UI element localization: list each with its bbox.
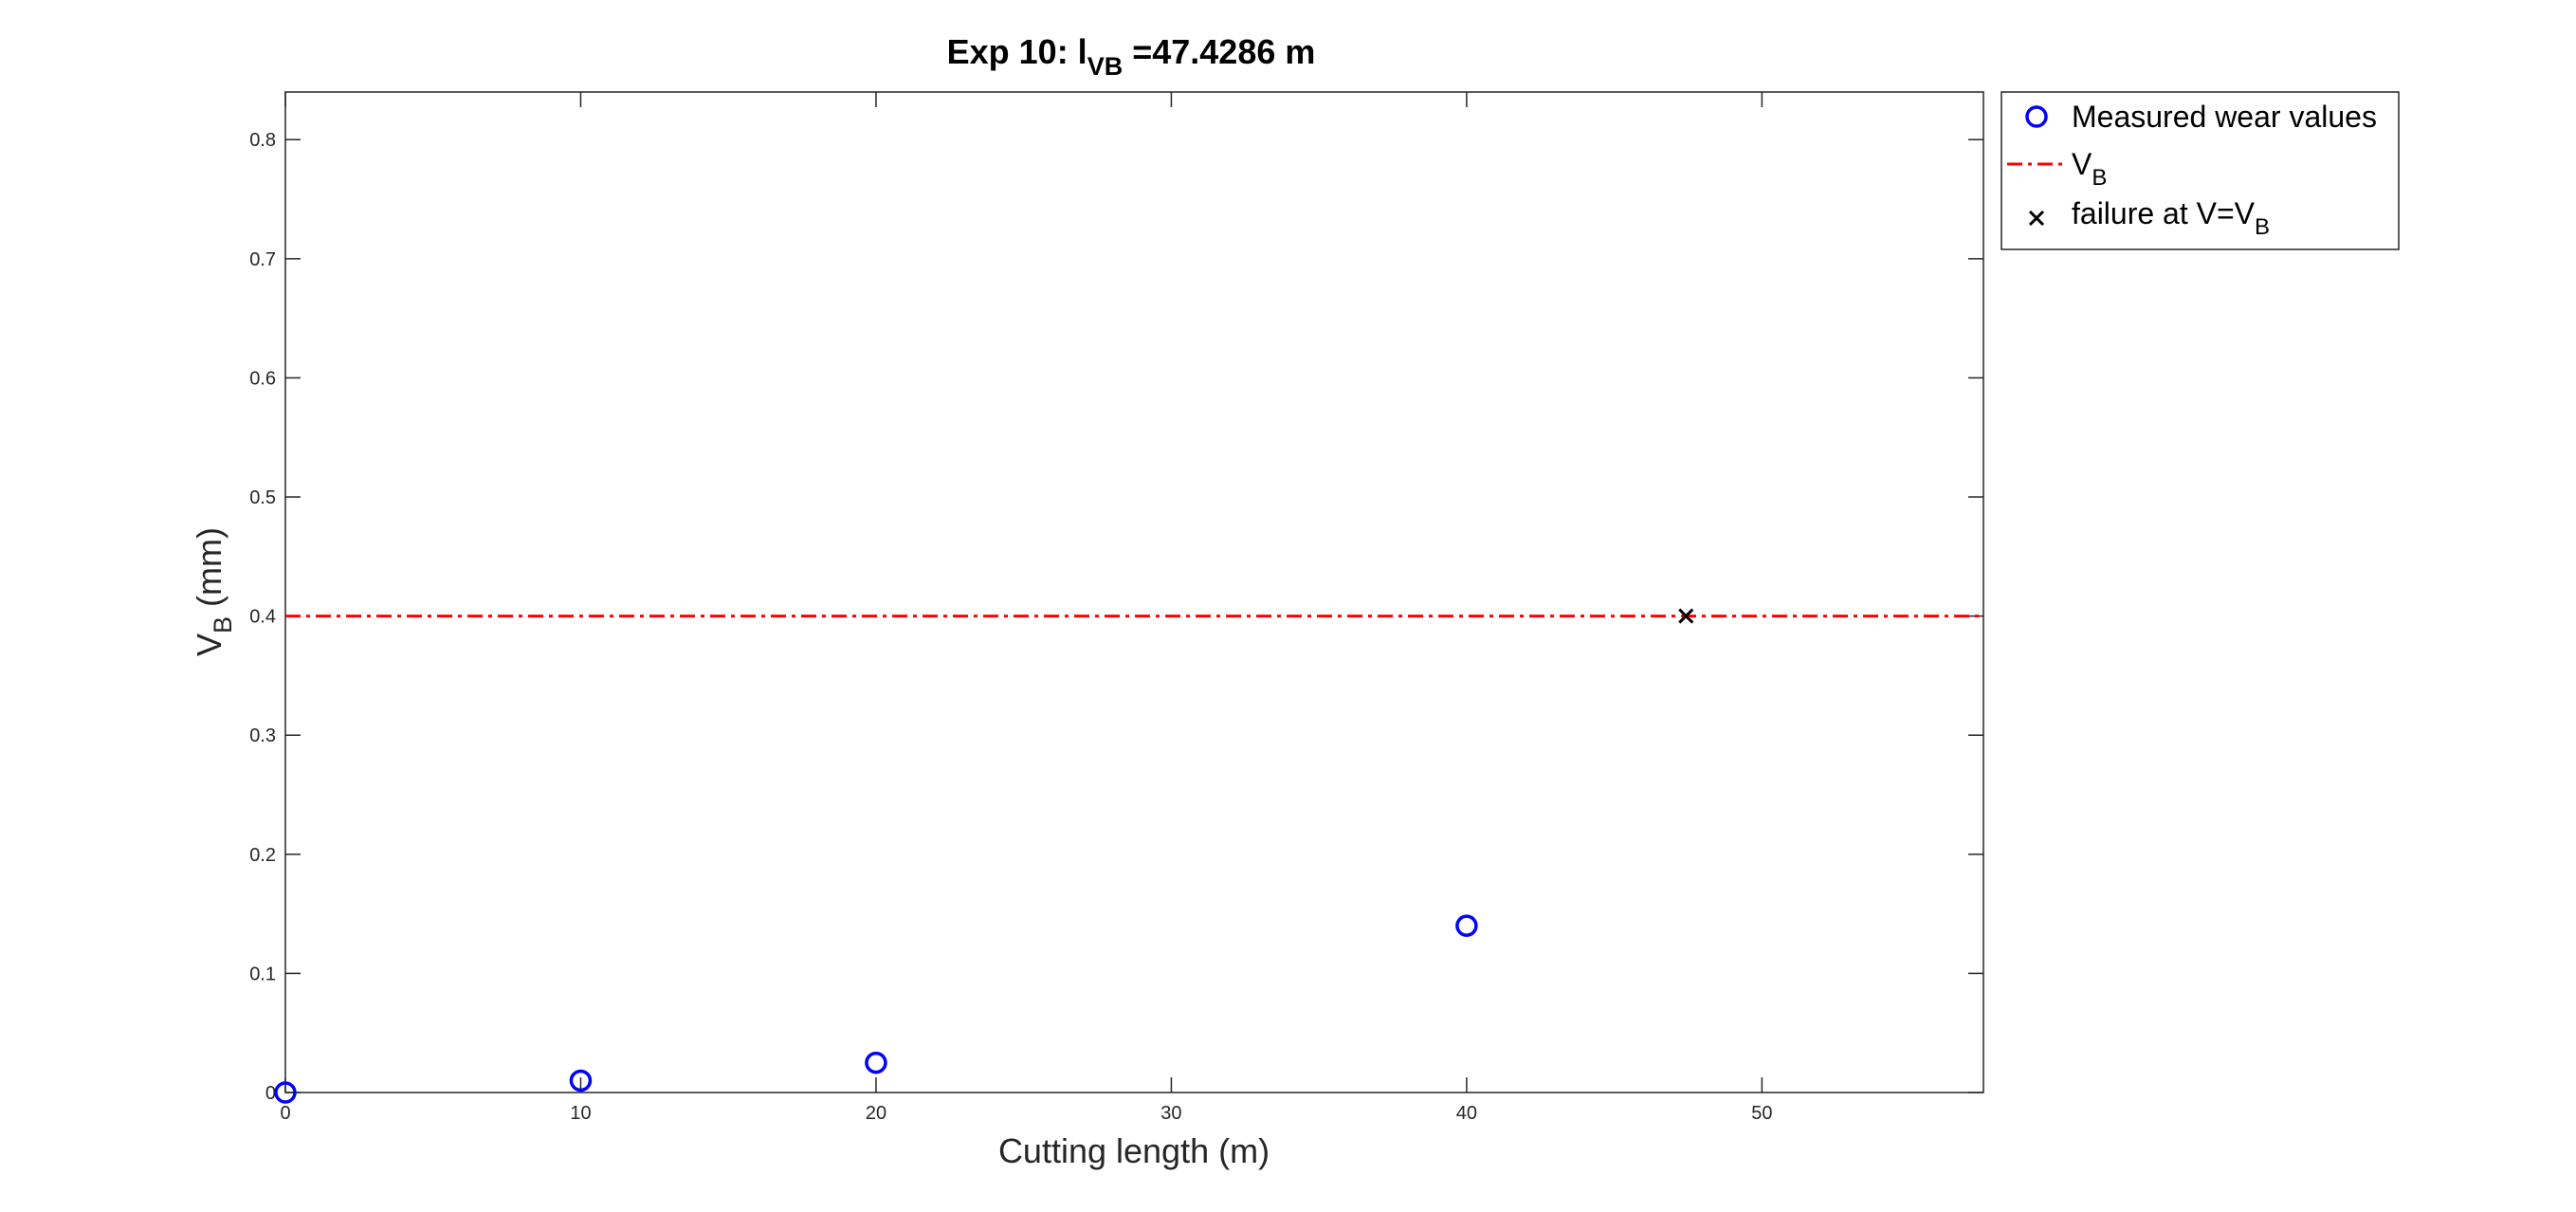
y-axis-label-subscript: B bbox=[209, 616, 237, 634]
y-axis-ticks: 0 0.1 0.2 0.3 0.4 0.5 0.6 0.7 0.8 bbox=[249, 130, 1983, 1104]
x-tick-label: 50 bbox=[1751, 1103, 1772, 1124]
x-tick-label: 40 bbox=[1456, 1103, 1477, 1124]
legend-marker-measured bbox=[2025, 105, 2048, 128]
measured-wear-point bbox=[1455, 914, 1478, 937]
legend-label-vb: VB bbox=[2072, 147, 2107, 191]
x-tick-label: 0 bbox=[280, 1103, 290, 1124]
chart-title: Exp 10: lVB =47.4286 m bbox=[947, 32, 1316, 81]
legend-label-vb-subscript: B bbox=[2092, 165, 2107, 191]
y-tick-label: 0.2 bbox=[249, 845, 276, 866]
measured-wear-point bbox=[569, 1069, 593, 1093]
measured-wear-point bbox=[865, 1051, 887, 1074]
legend-label-measured: Measured wear values bbox=[2072, 100, 2377, 134]
x-axis-label: Cutting length (m) bbox=[998, 1131, 1270, 1170]
y-axis-label-suffix: (mm) bbox=[190, 527, 228, 616]
x-axis-ticks: 0 10 20 30 40 50 bbox=[280, 92, 1773, 1124]
measured-wear-point bbox=[274, 1081, 297, 1104]
chart-title-prefix: Exp 10: l bbox=[947, 32, 1087, 71]
legend-box bbox=[2001, 91, 2400, 250]
y-axis-label-main: V bbox=[190, 634, 228, 656]
x-tick-label: 10 bbox=[570, 1103, 591, 1124]
y-tick-label: 0.3 bbox=[249, 725, 276, 746]
chart-title-subscript: VB bbox=[1087, 52, 1124, 81]
chart-marks bbox=[274, 608, 1983, 1104]
y-tick-label: 0.7 bbox=[249, 249, 276, 270]
y-tick-label: 0.4 bbox=[249, 607, 276, 628]
plot-area bbox=[284, 91, 1984, 1093]
legend-marker-failure bbox=[2028, 210, 2045, 227]
y-tick-label: 0.6 bbox=[249, 368, 276, 389]
x-tick-label: 30 bbox=[1160, 1103, 1181, 1124]
y-tick-label: 0.5 bbox=[249, 487, 276, 508]
legend: Measured wear values VB failure at V=VB bbox=[2001, 91, 2400, 250]
y-tick-label: 0 bbox=[265, 1083, 276, 1104]
chart-title-suffix: =47.4286 m bbox=[1123, 32, 1315, 71]
x-tick-label: 20 bbox=[866, 1103, 886, 1124]
failure-point bbox=[1678, 608, 1694, 624]
legend-label-failure: failure at V=VB bbox=[2072, 196, 2270, 240]
y-tick-label: 0.1 bbox=[249, 964, 276, 984]
legend-label-failure-subscript: B bbox=[2255, 214, 2270, 240]
y-axis-label: VB (mm) bbox=[190, 527, 237, 656]
legend-label-vb-main: V bbox=[2072, 147, 2092, 181]
y-tick-label: 0.8 bbox=[249, 130, 276, 151]
legend-label-failure-main: failure at V=V bbox=[2072, 196, 2256, 230]
